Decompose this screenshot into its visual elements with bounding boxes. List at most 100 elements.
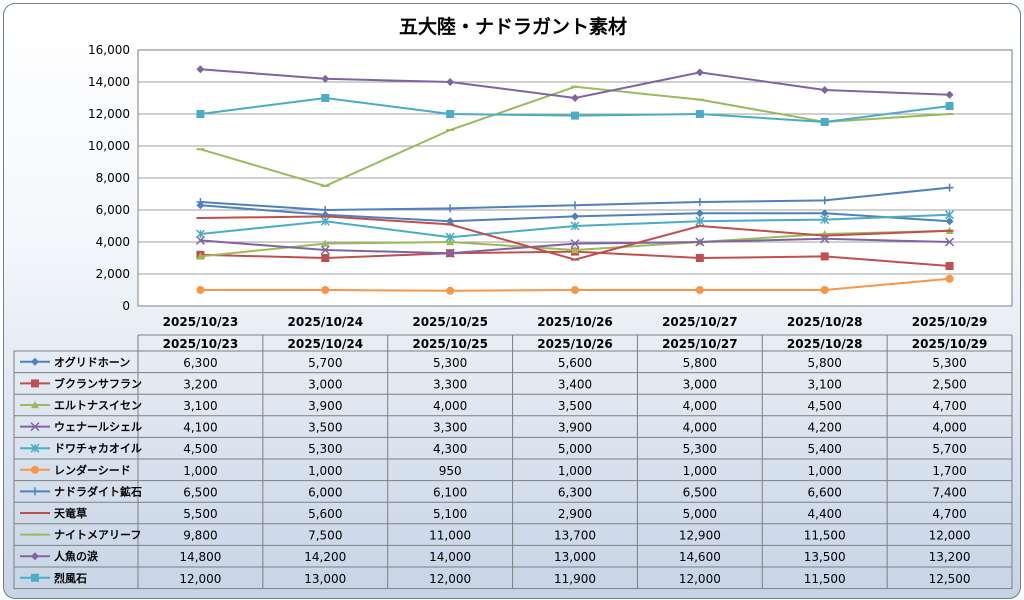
data-point [571,201,579,210]
y-tick-label: 6,000 [96,203,130,217]
data-point [195,235,205,245]
data-point [571,212,579,221]
table-value-cell: 13,200 [929,550,971,564]
data-point [31,357,39,366]
legend-label: ナドラダイト鉱石 [54,484,142,498]
legend-label: ブクランサフラン [54,376,142,390]
data-point [570,221,580,231]
data-point [321,94,330,102]
data-point [695,198,704,206]
table-value-cell: 4,000 [433,399,467,413]
table-value-cell: 2,500 [932,377,966,391]
table-value-cell: 1,700 [932,464,966,478]
data-point [321,74,330,83]
table-value-cell: 950 [439,464,462,478]
table-value-cell: 14,000 [429,550,471,564]
y-tick-label: 16,000 [88,43,130,57]
data-point [571,94,579,102]
data-point [321,239,330,247]
data-point [446,204,455,213]
legend-label: レンダーシード [54,463,131,477]
table-value-cell: 14,800 [179,550,221,564]
table-header-cell: 2025/10/27 [662,337,738,351]
chart-title: 五大陸・ナドラガント素材 [398,16,627,38]
table-value-cell: 3,400 [558,377,592,391]
data-point [446,286,455,295]
data-point [695,209,704,218]
table-value-cell: 12,000 [929,529,971,543]
table-value-cell: 5,700 [308,356,342,370]
chart-canvas: 0 2,000 4,000 6,000 8,000 10,000 12,000 14,000 1… [13,43,1013,590]
data-point [695,237,705,247]
legend-label: ドワチャカオイル [54,442,142,455]
table-value-cell: 3,900 [308,399,342,413]
data-point [571,246,579,254]
table-value-cell: 5,300 [308,442,342,456]
table-value-cell: 12,900 [679,529,721,543]
y-tick-label: 8,000 [96,171,130,185]
table-value-cell: 3,100 [183,399,217,413]
table-value-cell: 1,000 [683,464,717,478]
legend-label: エルトナスイセン [54,399,142,412]
y-tick-label: 12,000 [88,107,130,121]
legend-label: 人魚の涙 [54,549,98,563]
table-value-cell: 5,600 [308,507,342,521]
table-value-cell: 3,300 [433,421,467,435]
table-value-cell: 5,000 [683,507,717,521]
data-point [695,216,705,226]
table-value-cell: 5,300 [932,356,966,370]
legend-label: 天竜草 [54,506,87,520]
table-value-cell: 4,300 [433,442,467,456]
data-point [195,229,205,239]
table-value-cell: 5,000 [558,442,592,456]
table-value-cell: 11,000 [429,529,471,543]
data-point [820,196,829,205]
table-value-cell: 5,500 [183,507,217,521]
table-value-cell: 3,300 [433,377,467,391]
table-value-cell: 5,400 [808,442,842,456]
x-tick-label: 2025/10/25 [412,315,488,329]
data-point [820,286,829,294]
table-header-cell: 2025/10/23 [163,337,239,351]
y-tick-label: 0 [122,299,130,313]
table-value-cell: 1,000 [558,464,592,478]
y-tick-label: 14,000 [88,75,130,89]
data-point [820,252,829,261]
table-value-cell: 12,000 [679,572,721,586]
data-point [571,111,579,120]
x-tick-label: 2025/10/27 [662,315,738,329]
table-value-cell: 4,200 [808,421,842,435]
table-value-cell: 3,000 [683,377,717,391]
table-value-cell: 5,300 [433,356,467,370]
data-point [196,286,205,294]
table-header-cell: 2025/10/24 [288,337,364,351]
data-point [945,237,955,247]
table-value-cell: 2,900 [558,507,592,521]
table-value-cell: 4,500 [183,442,217,456]
y-tick-label: 10,000 [88,139,130,153]
y-tick-label: 2,000 [96,267,130,281]
data-point [31,465,39,474]
table-value-cell: 3,500 [308,421,342,435]
data-point [945,210,955,220]
table-value-cell: 12,500 [929,572,971,586]
table-value-cell: 4,500 [808,399,842,413]
table-value-cell: 14,600 [679,550,721,564]
data-point [945,183,954,192]
table-value-cell: 3,900 [558,421,592,435]
data-point [320,245,330,255]
legend-label: 烈風石 [54,571,87,585]
table-value-cell: 6,100 [433,485,467,499]
table-value-cell: 1,000 [183,464,217,478]
table-value-cell: 11,900 [554,572,596,586]
data-point [945,217,954,226]
table-value-cell: 3,000 [308,377,342,391]
table-value-cell: 14,200 [304,550,346,564]
table-value-cell: 12,000 [179,572,221,586]
data-point [820,215,830,225]
data-point [820,118,829,126]
table-value-cell: 5,700 [932,442,966,456]
data-point [445,232,455,242]
table-header-cell: 2025/10/25 [412,337,488,351]
table-value-cell: 4,000 [683,399,717,413]
